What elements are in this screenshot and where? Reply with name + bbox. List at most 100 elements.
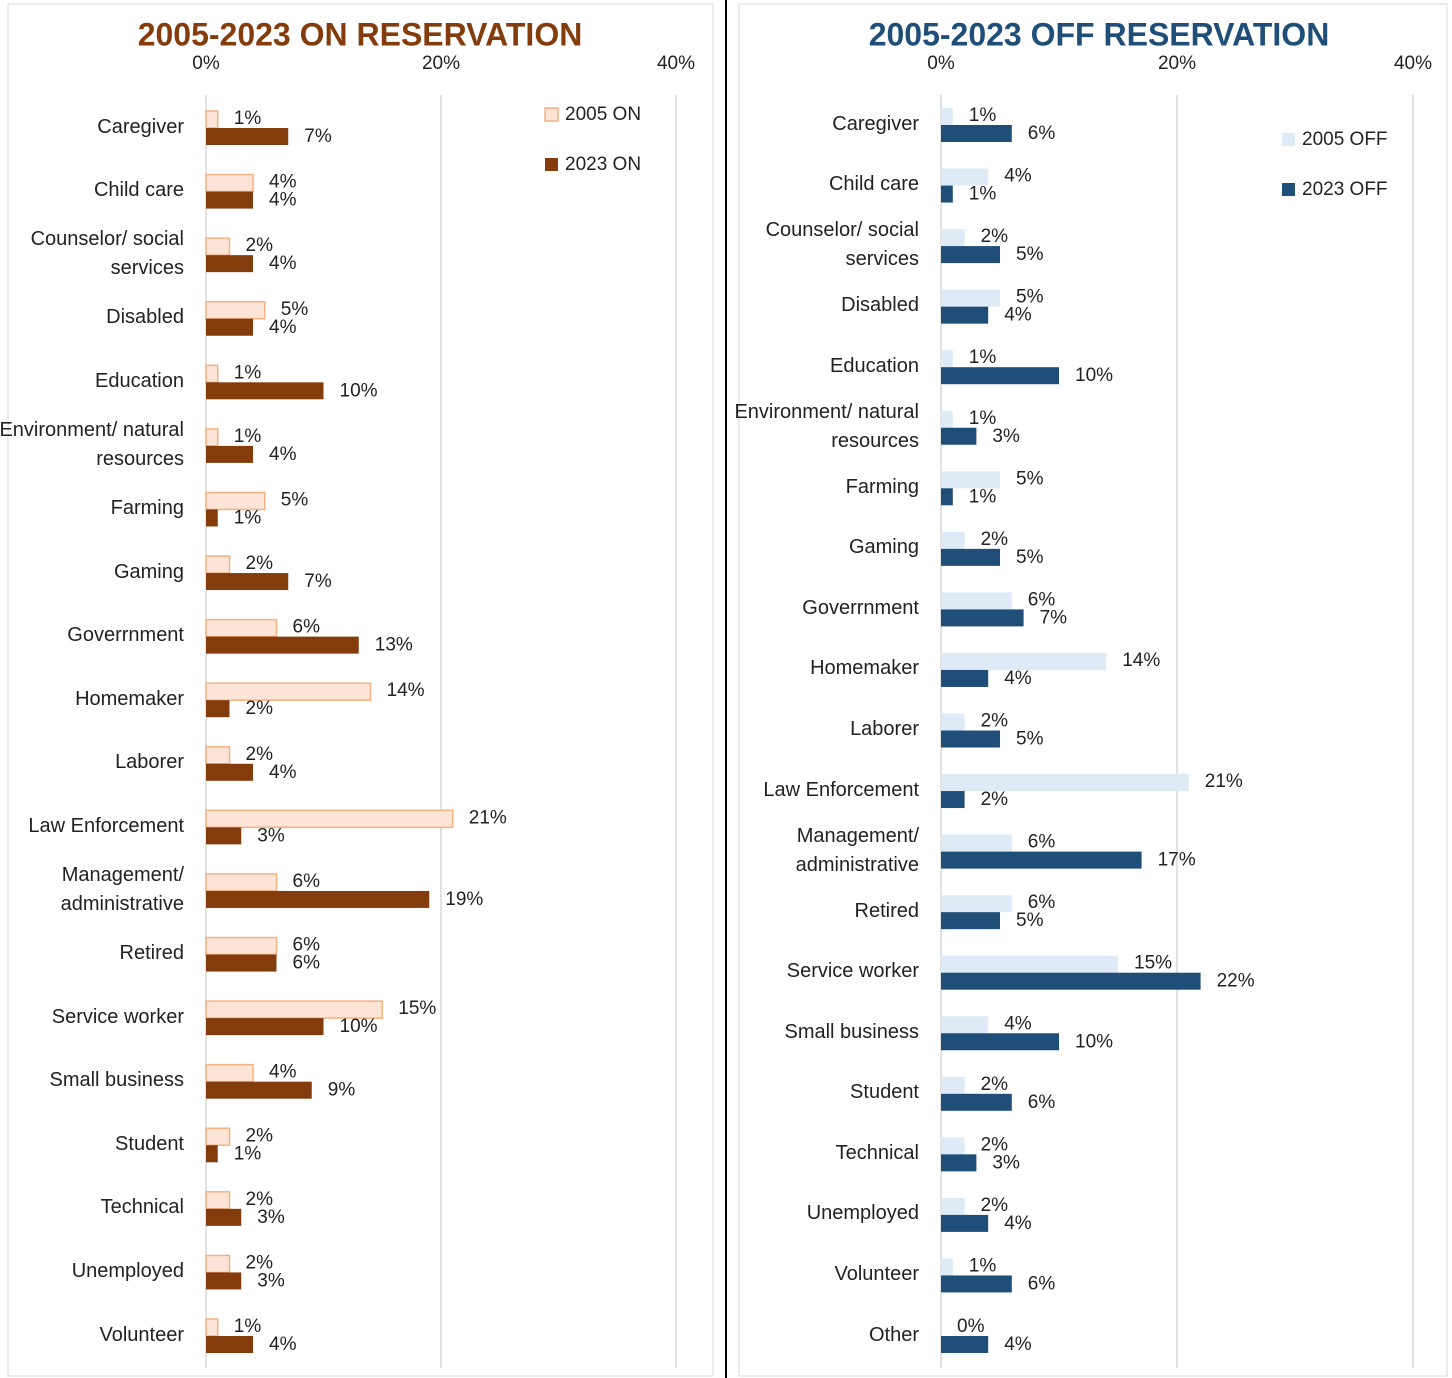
bar	[941, 168, 989, 186]
legend-label: 2005 OFF	[1302, 129, 1388, 150]
data-label: 2%	[246, 1252, 274, 1273]
y-tick-label: Farming	[845, 475, 919, 498]
data-label: 14%	[1122, 650, 1160, 671]
y-tick-label: Volunteer	[99, 1323, 184, 1346]
bar	[941, 1076, 965, 1094]
bar	[206, 890, 430, 908]
bar	[206, 1208, 242, 1226]
bar	[941, 834, 1012, 852]
data-label: 2%	[246, 698, 274, 719]
bar	[205, 809, 454, 829]
data-label: 10%	[340, 380, 378, 401]
data-label: 10%	[1075, 1031, 1113, 1052]
bar	[941, 851, 1142, 869]
bar	[206, 573, 289, 591]
bar	[205, 237, 231, 256]
data-label: 1%	[969, 347, 997, 368]
bar	[205, 618, 278, 638]
data-label: 3%	[257, 825, 285, 846]
data-label: 6%	[1028, 589, 1056, 610]
data-label: 4%	[269, 253, 297, 274]
bar	[941, 289, 1000, 307]
data-label: 2%	[246, 1125, 274, 1146]
bar	[941, 1137, 965, 1155]
data-label: 2%	[246, 235, 274, 256]
bar	[941, 912, 1000, 930]
y-tick-label: Homemaker	[810, 657, 919, 680]
data-label: 6%	[1028, 123, 1056, 144]
data-label: 1%	[969, 105, 997, 126]
data-label: 2%	[981, 529, 1009, 550]
bar	[205, 428, 219, 447]
y-tick-label: Technical	[835, 1141, 919, 1164]
data-label: 1%	[969, 184, 997, 205]
y-tick-label: Law Enforcement	[28, 814, 184, 837]
data-label: 5%	[1016, 547, 1044, 568]
bar	[941, 246, 1000, 264]
data-label: 2%	[246, 553, 274, 574]
y-tick-label: Education	[95, 369, 184, 392]
data-label: 1%	[969, 1255, 997, 1276]
data-label: 4%	[269, 1062, 297, 1083]
data-label: 4%	[269, 317, 297, 338]
data-label: 15%	[398, 998, 436, 1019]
bar	[205, 173, 254, 193]
data-label: 4%	[1004, 668, 1032, 689]
bar	[941, 774, 1189, 792]
bar	[205, 491, 266, 511]
data-label: 15%	[1134, 953, 1172, 974]
bar	[205, 1318, 219, 1337]
data-label: 4%	[1004, 1013, 1032, 1034]
y-tick-label: Retired	[119, 942, 184, 965]
data-label: 5%	[1016, 910, 1044, 931]
bar	[941, 955, 1118, 973]
legend-label: 2023 OFF	[1302, 179, 1388, 200]
data-label: 7%	[1040, 607, 1068, 628]
bar	[206, 954, 277, 972]
y-tick-label: Gaming	[848, 536, 919, 559]
y-tick-label: Laborer	[850, 718, 919, 740]
bar	[206, 128, 289, 145]
bar	[941, 125, 1012, 142]
bar	[206, 509, 218, 527]
bar	[941, 609, 1024, 627]
y-tick-label: Student	[115, 1132, 184, 1155]
data-label: 2%	[246, 744, 274, 765]
y-tick-label: Student	[850, 1081, 919, 1104]
x-tick-label: 20%	[422, 53, 460, 74]
bar	[941, 427, 977, 445]
chart-title: 2005-2023 OFF RESERVATION	[869, 16, 1330, 52]
data-label: 4%	[269, 1334, 297, 1355]
legend-label: 2005 ON	[565, 104, 641, 125]
legend-swatch	[1282, 183, 1295, 196]
bar	[206, 445, 253, 463]
data-label: 21%	[469, 807, 507, 828]
bar	[941, 1093, 1012, 1111]
data-label: 4%	[269, 172, 297, 193]
data-label: 4%	[1004, 1213, 1032, 1234]
data-label: 5%	[281, 299, 309, 320]
bar	[205, 110, 219, 129]
chart-title: 2005-2023 ON RESERVATION	[138, 16, 583, 52]
data-label: 3%	[992, 1152, 1020, 1173]
data-label: 22%	[1217, 971, 1255, 992]
data-label: 5%	[1016, 244, 1044, 265]
data-label: 6%	[293, 617, 321, 638]
bar	[941, 471, 1000, 489]
y-tick-label: Child care	[93, 179, 184, 202]
y-tick-label: Disabled	[841, 294, 919, 317]
data-label: 1%	[234, 507, 262, 528]
y-tick-label: Gaming	[113, 560, 184, 583]
bar	[941, 592, 1012, 610]
bar	[206, 700, 230, 718]
data-label: 13%	[375, 635, 413, 656]
bar	[206, 763, 253, 781]
data-label: 5%	[1016, 729, 1044, 750]
x-tick-label: 20%	[1158, 53, 1196, 74]
bar	[941, 1214, 989, 1232]
bar	[205, 1127, 231, 1147]
data-label: 9%	[328, 1080, 356, 1101]
y-tick-label: Small business	[784, 1020, 919, 1043]
